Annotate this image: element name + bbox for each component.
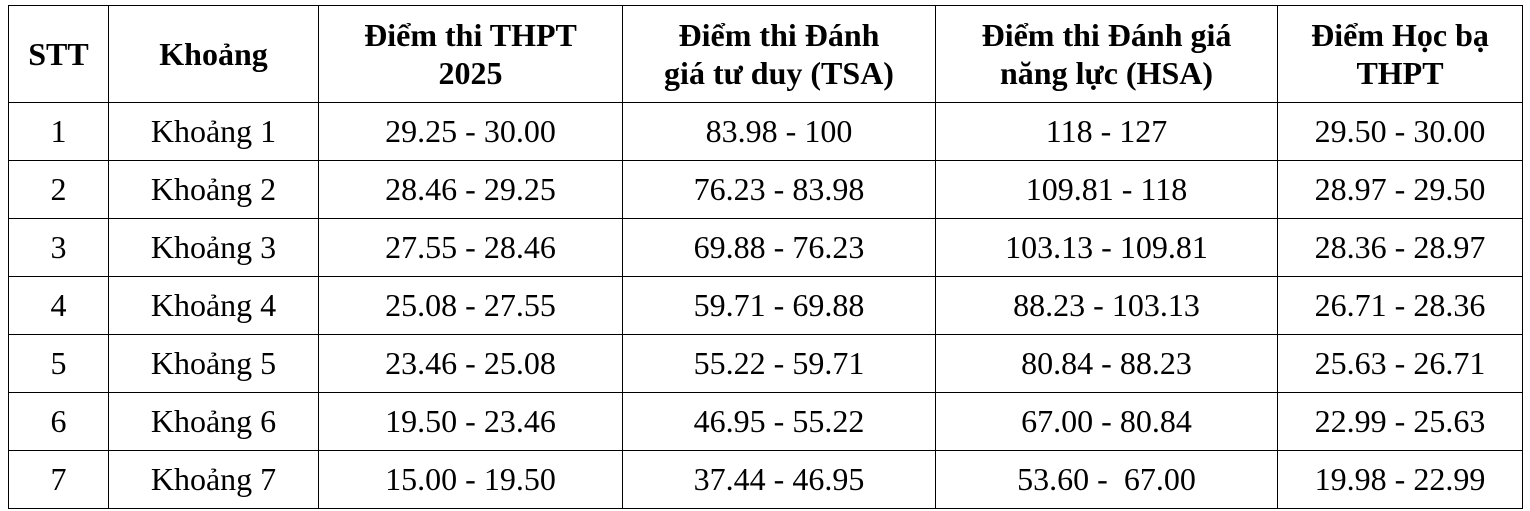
table-cell: 53.60 - 67.00	[935, 450, 1278, 509]
table-cell: Khoảng 4	[108, 276, 319, 335]
table-row: 7 Khoảng 7 15.00 - 19.50 37.44 - 46.95 53.60…	[8, 450, 1523, 509]
header-line: Khoảng	[159, 36, 268, 72]
table-cell: 28.46 - 29.25	[318, 160, 623, 219]
header-cell: Điểm thi Đánh giá năng lực (HSA)	[935, 5, 1278, 103]
table-cell: Khoảng 2	[108, 160, 319, 219]
table-cell: 23.46 - 25.08	[318, 334, 623, 393]
table-cell: 76.23 - 83.98	[622, 160, 936, 219]
table-cell: Khoảng 3	[108, 218, 319, 277]
table-cell: 5	[8, 334, 109, 393]
header-cell: Điểm Học bạ THPT	[1277, 5, 1523, 103]
table-cell: 19.50 - 23.46	[318, 392, 623, 451]
table-body: 1 Khoảng 1 29.25 - 30.00 83.98 - 100 118 - 1…	[8, 102, 1523, 509]
table-cell: 15.00 - 19.50	[318, 450, 623, 509]
table-cell: 28.97 - 29.50	[1277, 160, 1523, 219]
table-cell: 19.98 - 22.99	[1277, 450, 1523, 509]
header-cell: Điểm thi Đánh giá tư duy (TSA)	[622, 5, 936, 103]
header-line: THPT	[1356, 55, 1444, 91]
header-line: Điểm Học bạ	[1311, 17, 1489, 53]
table-cell: 6	[8, 392, 109, 451]
table-cell: Khoảng 6	[108, 392, 319, 451]
table-cell: 88.23 - 103.13	[935, 276, 1278, 335]
table-cell: 1	[8, 102, 109, 161]
table-cell: Khoảng 7	[108, 450, 319, 509]
header-line: Điểm thi THPT	[364, 17, 577, 53]
header-cell: STT	[8, 5, 109, 103]
header-line: Điểm thi Đánh giá	[981, 17, 1232, 53]
table-cell: Khoảng 5	[108, 334, 319, 393]
table-cell: 69.88 - 76.23	[622, 218, 936, 277]
header-row: STT Khoảng Điểm thi THPT 2025 Điểm thi Đánh g…	[8, 5, 1523, 103]
header-line: 2025	[438, 55, 503, 91]
header-line: Điểm thi Đánh	[678, 17, 880, 53]
table-row: 6 Khoảng 6 19.50 - 23.46 46.95 - 55.22 67.00…	[8, 392, 1523, 451]
table-cell: 25.63 - 26.71	[1277, 334, 1523, 393]
table-cell: 37.44 - 46.95	[622, 450, 936, 509]
table-row: 1 Khoảng 1 29.25 - 30.00 83.98 - 100 118 - 1…	[8, 102, 1523, 161]
header-line: STT	[28, 36, 89, 72]
table-cell: 46.95 - 55.22	[622, 392, 936, 451]
table-cell: 27.55 - 28.46	[318, 218, 623, 277]
header-cell: Khoảng	[108, 5, 319, 103]
header-cell: Điểm thi THPT 2025	[318, 5, 623, 103]
table-cell: 29.50 - 30.00	[1277, 102, 1523, 161]
table-cell: 22.99 - 25.63	[1277, 392, 1523, 451]
table-row: 2 Khoảng 2 28.46 - 29.25 76.23 - 83.98 109.8…	[8, 160, 1523, 219]
header-line: giá tư duy (TSA)	[664, 55, 894, 91]
table-cell: Khoảng 1	[108, 102, 319, 161]
table-row: 3 Khoảng 3 27.55 - 28.46 69.88 - 76.23 103.1…	[8, 218, 1523, 277]
table-cell: 2	[8, 160, 109, 219]
table-row: 5 Khoảng 5 23.46 - 25.08 55.22 - 59.71 80.84…	[8, 334, 1523, 393]
table-row: 4 Khoảng 4 25.08 - 27.55 59.71 - 69.88 88.23…	[8, 276, 1523, 335]
table-cell: 109.81 - 118	[935, 160, 1278, 219]
table-cell: 26.71 - 28.36	[1277, 276, 1523, 335]
table-cell: 83.98 - 100	[622, 102, 936, 161]
score-table: STT Khoảng Điểm thi THPT 2025 Điểm thi Đánh g…	[8, 5, 1523, 509]
table-cell: 29.25 - 30.00	[318, 102, 623, 161]
table-cell: 4	[8, 276, 109, 335]
table-cell: 118 - 127	[935, 102, 1278, 161]
table-cell: 103.13 - 109.81	[935, 218, 1278, 277]
table-cell: 59.71 - 69.88	[622, 276, 936, 335]
table-cell: 55.22 - 59.71	[622, 334, 936, 393]
table-cell: 80.84 - 88.23	[935, 334, 1278, 393]
table-cell: 25.08 - 27.55	[318, 276, 623, 335]
table-cell: 67.00 - 80.84	[935, 392, 1278, 451]
table-cell: 3	[8, 218, 109, 277]
table-cell: 28.36 - 28.97	[1277, 218, 1523, 277]
header-line: năng lực (HSA)	[1000, 55, 1213, 91]
table-cell: 7	[8, 450, 109, 509]
